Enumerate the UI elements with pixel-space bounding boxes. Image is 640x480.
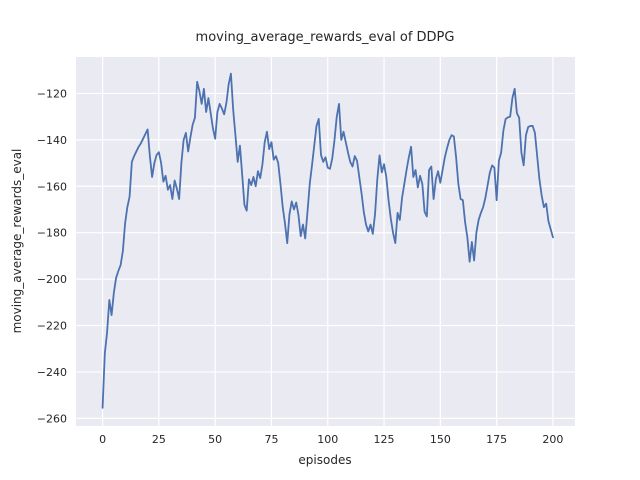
svg-text:−180: −180 [37,227,67,240]
y-tick-labels: −120 −140 −160 −180 −200 −220 −240 −260 [37,87,67,425]
x-tick-labels: 0 25 50 75 100 125 150 175 200 [99,433,563,446]
svg-text:−260: −260 [37,412,67,425]
svg-text:150: 150 [430,433,451,446]
x-axis-label: episodes [298,453,351,467]
svg-text:−120: −120 [37,87,67,100]
svg-text:100: 100 [317,433,338,446]
chart-title: moving_average_rewards_eval of DDPG [196,30,455,45]
svg-text:−240: −240 [37,366,67,379]
svg-text:125: 125 [374,433,395,446]
svg-text:50: 50 [208,433,222,446]
grid-lines [76,57,575,426]
svg-text:175: 175 [486,433,507,446]
svg-text:−220: −220 [37,320,67,333]
svg-text:−200: −200 [37,273,67,286]
data-line [101,72,554,409]
svg-text:25: 25 [152,433,166,446]
svg-text:200: 200 [542,433,563,446]
svg-text:−160: −160 [37,180,67,193]
svg-text:−140: −140 [37,134,67,147]
y-axis-label: moving_average_rewards_eval [10,149,24,334]
svg-text:75: 75 [264,433,278,446]
svg-text:0: 0 [99,433,106,446]
plot-background [76,57,575,426]
